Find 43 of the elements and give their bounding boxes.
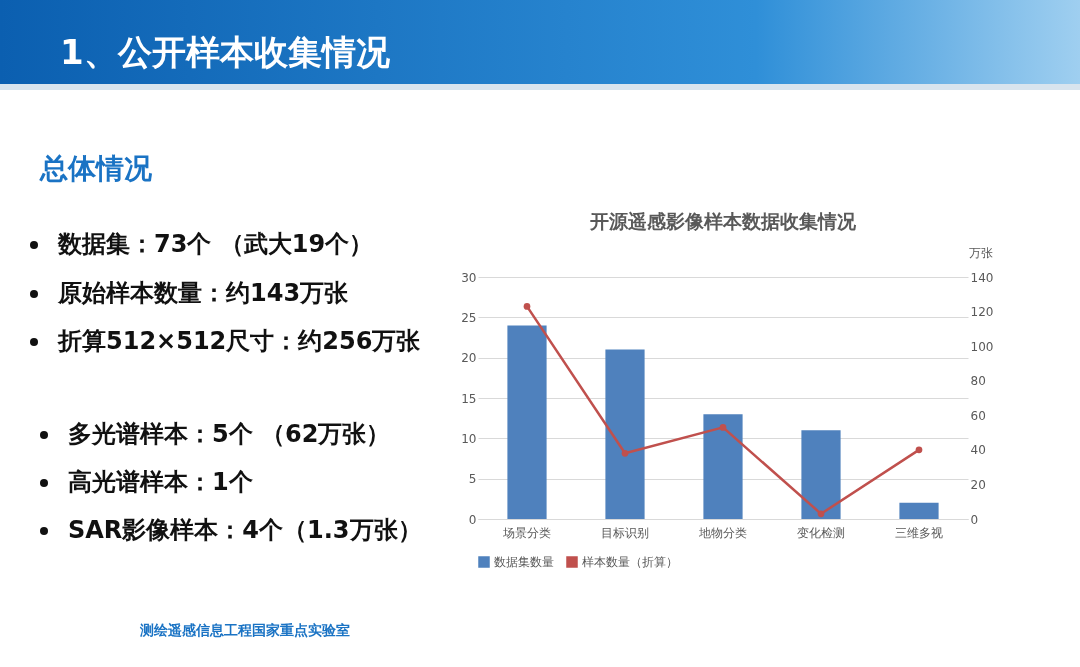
x-tick-label: 地物分类 (698, 525, 747, 540)
bar (703, 414, 743, 519)
y-tick-label: 25 (461, 310, 477, 325)
text: 数据集：73个 （武大19个） (56, 229, 374, 260)
y2-tick-label: 0 (970, 512, 979, 527)
y-tick-label: 30 (461, 270, 477, 285)
point (915, 446, 923, 454)
point (523, 303, 531, 310)
text: 总体情况 (40, 151, 152, 187)
y-tick-label: 0 (468, 512, 477, 527)
bar (801, 430, 841, 519)
bar (605, 349, 645, 519)
text: 折算512×512尺寸：约256万张 (56, 326, 421, 357)
legend-label: 数据集数量 (494, 555, 554, 569)
y2-tick-label: 60 (970, 408, 986, 423)
y2-axis-title: 万张 (968, 245, 993, 260)
bar (899, 502, 939, 519)
x-tick-label: 目标识别 (601, 525, 649, 540)
text: 1、公开样本收集情况 (60, 31, 390, 74)
y-tick-label: 15 (461, 391, 477, 406)
text: 测绘遥感信息工程国家重点实验室 (140, 622, 350, 640)
y2-tick-label: 100 (970, 339, 994, 354)
y2-tick-label: 20 (970, 477, 986, 492)
text: 多光谱样本：5个 （62万张） (67, 419, 391, 450)
x-tick-label: 场景分类 (502, 525, 551, 540)
x-tick-label: 变化检测 (797, 525, 845, 540)
point (621, 449, 629, 457)
y-tick-label: 20 (461, 351, 477, 366)
y2-tick-label: 80 (970, 374, 986, 389)
y-tick-label: 5 (468, 472, 477, 487)
text: 原始样本数量：约143万张 (57, 278, 349, 309)
point (817, 510, 825, 518)
point (719, 424, 727, 431)
legend-label: 样本数量（折算） (582, 555, 678, 569)
y2-tick-label: 120 (970, 305, 994, 320)
chart-title: 开源遥感影像样本数据收集情况 (589, 210, 857, 232)
x-tick-label: 三维多视 (895, 525, 943, 540)
text: SAR影像样本：4个（1.3万张） (67, 515, 422, 546)
bar (507, 325, 547, 519)
y2-tick-label: 40 (970, 443, 986, 458)
y-tick-label: 10 (461, 431, 477, 446)
y2-tick-label: 140 (970, 270, 994, 285)
text: 高光谱样本：1个 (67, 467, 253, 498)
